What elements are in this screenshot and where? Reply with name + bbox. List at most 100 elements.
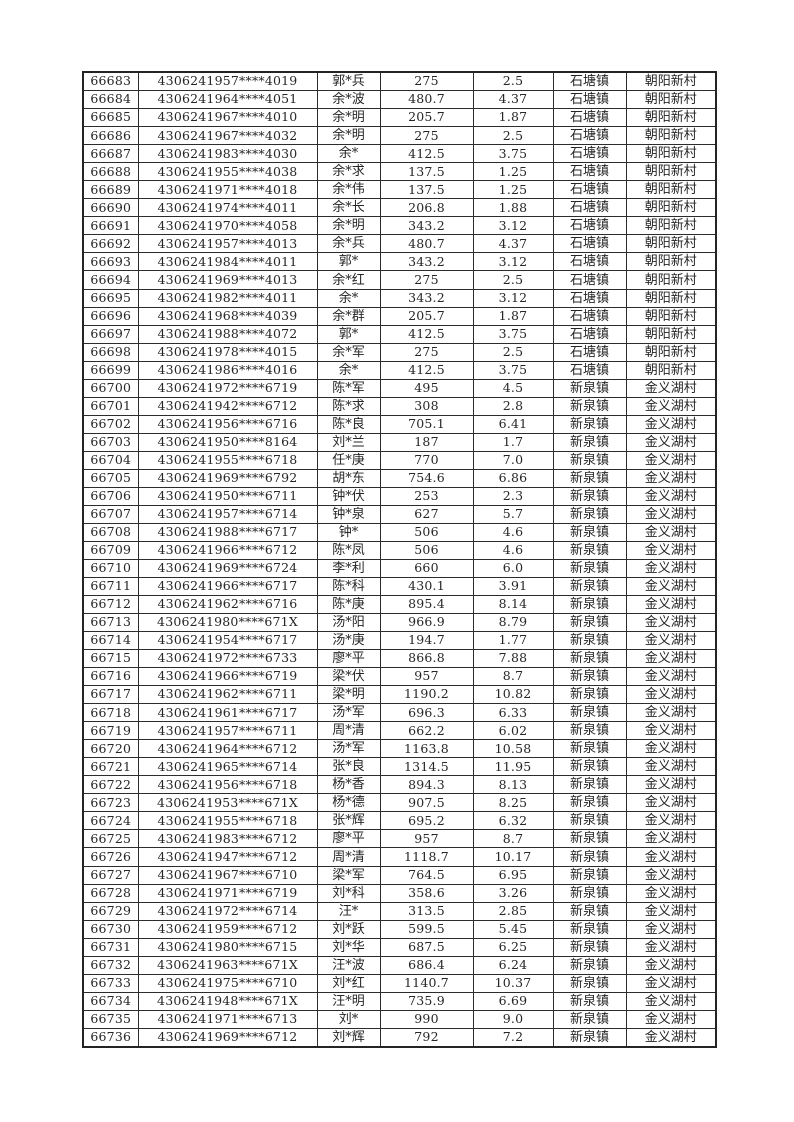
table-row: 66696 4306241968****4039 余*群 205.7 1.87 石塘镇 朝阳…	[82, 306, 717, 326]
cell-seq-number: 66690	[82, 198, 139, 218]
cell-value2: 2.5	[472, 342, 554, 362]
cell-seq-number: 66723	[82, 793, 139, 813]
cell-name: 余*明	[316, 216, 381, 236]
table-row: 66715 4306241972****6733 廖*平 866.8 7.88 新泉镇 金义…	[82, 649, 717, 669]
cell-seq-number: 66693	[82, 252, 139, 272]
cell-name: 汤*军	[316, 739, 381, 759]
cell-name: 陈*求	[316, 396, 381, 416]
cell-id-number: 4306241975****6710	[137, 973, 318, 993]
cell-town: 新泉镇	[552, 577, 627, 597]
cell-value2: 7.2	[472, 1027, 554, 1048]
cell-seq-number: 66691	[82, 216, 139, 236]
cell-town: 新泉镇	[552, 631, 627, 651]
cell-value2: 5.45	[472, 919, 554, 939]
cell-value1: 412.5	[379, 324, 474, 344]
cell-town: 新泉镇	[552, 847, 627, 867]
cell-seq-number: 66698	[82, 342, 139, 362]
cell-value2: 1.87	[472, 306, 554, 326]
cell-town: 石塘镇	[552, 234, 627, 254]
cell-value2: 9.0	[472, 1009, 554, 1029]
table-row: 66718 4306241961****6717 汤*军 696.3 6.33 新泉镇 金义…	[82, 703, 717, 723]
table-row: 66708 4306241988****6717 钟* 506 4.6 新泉镇 金义湖村	[82, 522, 717, 542]
cell-value2: 2.85	[472, 901, 554, 921]
cell-value1: 313.5	[379, 901, 474, 921]
cell-name: 李*利	[316, 558, 381, 579]
cell-town: 新泉镇	[552, 1009, 627, 1029]
cell-id-number: 4306241988****4072	[137, 324, 318, 344]
table-row: 66684 4306241964****4051 余*波 480.7 4.37 石塘镇 朝阳…	[82, 90, 717, 110]
cell-seq-number: 66717	[82, 685, 139, 705]
cell-value2: 6.24	[472, 955, 554, 975]
cell-value2: 6.02	[472, 721, 554, 741]
cell-seq-number: 66701	[82, 396, 139, 416]
cell-village: 金义湖村	[625, 703, 717, 723]
cell-name: 汤*军	[316, 703, 381, 723]
cell-village: 朝阳新村	[625, 71, 717, 92]
cell-name: 张*辉	[316, 811, 381, 831]
cell-town: 新泉镇	[552, 667, 627, 687]
cell-value1: 627	[379, 504, 474, 524]
cell-village: 金义湖村	[625, 631, 717, 651]
cell-value1: 907.5	[379, 793, 474, 813]
cell-value1: 137.5	[379, 180, 474, 200]
cell-id-number: 4306241957****6711	[137, 721, 318, 741]
table-row: 66701 4306241942****6712 陈*求 308 2.8 新泉镇 金义湖村	[82, 396, 717, 416]
table-row: 66732 4306241963****671X 汪*波 686.4 6.24 新泉镇 金义…	[82, 955, 717, 975]
table-row: 66724 4306241955****6718 张*辉 695.2 6.32 新泉镇 金义…	[82, 811, 717, 831]
table-row: 66727 4306241967****6710 梁*军 764.5 6.95 新泉镇 金义…	[82, 865, 717, 885]
cell-value2: 6.86	[472, 468, 554, 488]
cell-value1: 205.7	[379, 306, 474, 326]
cell-name: 余*兵	[316, 234, 381, 254]
cell-name: 陈*科	[316, 577, 381, 597]
cell-value2: 6.33	[472, 703, 554, 723]
cell-value1: 705.1	[379, 414, 474, 434]
cell-value1: 275	[379, 270, 474, 290]
cell-value1: 695.2	[379, 811, 474, 831]
cell-seq-number: 66696	[82, 306, 139, 326]
cell-value1: 358.6	[379, 883, 474, 903]
cell-name: 刘*辉	[316, 1027, 381, 1048]
cell-village: 金义湖村	[625, 991, 717, 1011]
cell-value1: 308	[379, 396, 474, 416]
cell-id-number: 4306241957****4019	[137, 71, 318, 92]
cell-name: 梁*明	[316, 685, 381, 705]
table-row: 66728 4306241971****6719 刘*科 358.6 3.26 新泉镇 金义…	[82, 883, 717, 903]
cell-seq-number: 66728	[82, 883, 139, 903]
cell-name: 张*良	[316, 757, 381, 777]
cell-village: 朝阳新村	[625, 306, 717, 326]
table-row: 66716 4306241966****6719 梁*伏 957 8.7 新泉镇 金义湖村	[82, 667, 717, 687]
cell-town: 石塘镇	[552, 288, 627, 308]
cell-village: 金义湖村	[625, 847, 717, 867]
cell-seq-number: 66710	[82, 558, 139, 579]
cell-village: 金义湖村	[625, 613, 717, 633]
cell-name: 陈*凤	[316, 540, 381, 560]
cell-id-number: 4306241967****6710	[137, 865, 318, 885]
cell-village: 朝阳新村	[625, 324, 717, 344]
cell-value2: 6.95	[472, 865, 554, 885]
cell-name: 余*伟	[316, 180, 381, 200]
cell-value2: 2.5	[472, 270, 554, 290]
cell-name: 周*清	[316, 721, 381, 741]
cell-id-number: 4306241959****6712	[137, 919, 318, 939]
cell-id-number: 4306241950****8164	[137, 432, 318, 452]
cell-value2: 8.13	[472, 775, 554, 795]
cell-village: 金义湖村	[625, 540, 717, 560]
cell-town: 新泉镇	[552, 432, 627, 452]
cell-village: 朝阳新村	[625, 126, 717, 146]
cell-seq-number: 66735	[82, 1009, 139, 1029]
cell-value2: 7.88	[472, 649, 554, 669]
cell-town: 新泉镇	[552, 739, 627, 759]
table-row: 66721 4306241965****6714 张*良 1314.5 11.95 新泉镇…	[82, 757, 717, 777]
cell-seq-number: 66705	[82, 468, 139, 488]
cell-village: 金义湖村	[625, 558, 717, 579]
cell-town: 新泉镇	[552, 883, 627, 903]
table-row: 66711 4306241966****6717 陈*科 430.1 3.91 新泉镇 金义…	[82, 577, 717, 597]
cell-name: 刘*红	[316, 973, 381, 993]
cell-village: 金义湖村	[625, 1009, 717, 1029]
cell-seq-number: 66692	[82, 234, 139, 254]
cell-village: 金义湖村	[625, 504, 717, 524]
cell-id-number: 4306241971****6719	[137, 883, 318, 903]
table-row: 66729 4306241972****6714 汪* 313.5 2.85 新泉镇 金义湖…	[82, 901, 717, 921]
table-row: 66712 4306241962****6716 陈*庚 895.4 8.14 新泉镇 金义…	[82, 595, 717, 615]
cell-value1: 275	[379, 71, 474, 92]
